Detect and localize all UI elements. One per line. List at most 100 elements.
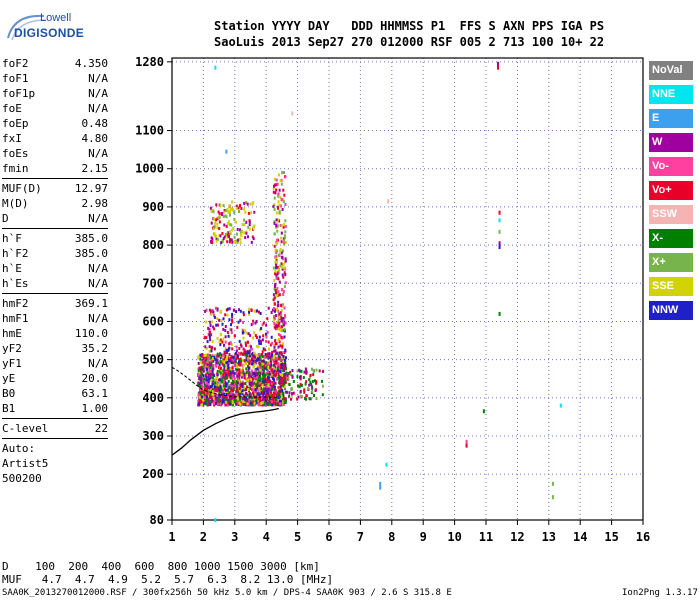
param-value: N/A bbox=[88, 357, 108, 370]
param-value: N/A bbox=[88, 312, 108, 325]
echo-point bbox=[224, 396, 227, 399]
echo-point bbox=[284, 314, 286, 317]
echo-point bbox=[231, 401, 234, 405]
echo-point bbox=[559, 403, 562, 408]
echo-point bbox=[276, 392, 279, 396]
echo-point bbox=[201, 397, 204, 401]
echo-point bbox=[273, 383, 275, 386]
echo-point bbox=[209, 320, 212, 324]
echo-point bbox=[281, 288, 284, 292]
x-tick-label: 11 bbox=[479, 530, 493, 544]
echo-point bbox=[219, 360, 222, 364]
echo-point bbox=[243, 359, 246, 363]
echo-point bbox=[274, 381, 277, 385]
echo-point bbox=[230, 360, 233, 364]
echo-point bbox=[271, 368, 274, 372]
echo-point bbox=[261, 350, 264, 354]
echo-point bbox=[311, 367, 313, 371]
echo-point bbox=[202, 392, 204, 396]
echo-point bbox=[216, 237, 219, 241]
echo-point bbox=[230, 369, 233, 373]
echo-point bbox=[205, 369, 208, 373]
echo-point bbox=[202, 403, 205, 407]
x-tick-label: 4 bbox=[263, 530, 270, 544]
echo-point bbox=[284, 315, 287, 319]
echo-point bbox=[231, 240, 234, 244]
echo-point bbox=[258, 310, 260, 314]
echo-point bbox=[216, 226, 219, 230]
echo-point bbox=[274, 285, 276, 289]
echo-point bbox=[203, 365, 206, 369]
echo-point bbox=[213, 217, 216, 221]
echo-point bbox=[246, 340, 249, 344]
echo-point bbox=[220, 353, 223, 357]
param-row: yE 20.0 bbox=[2, 371, 108, 386]
echo-point bbox=[263, 355, 266, 359]
echo-point bbox=[238, 373, 241, 376]
echo-point bbox=[228, 327, 231, 331]
echo-point bbox=[239, 361, 242, 365]
echo-point bbox=[212, 310, 215, 314]
echo-point bbox=[220, 368, 223, 372]
echo-point bbox=[235, 380, 238, 383]
echo-point bbox=[263, 391, 266, 395]
echo-point bbox=[258, 372, 260, 375]
echo-point bbox=[236, 227, 239, 231]
echo-point bbox=[243, 402, 246, 406]
echo-point bbox=[208, 335, 211, 339]
echo-point bbox=[270, 391, 273, 395]
echo-point bbox=[206, 391, 209, 395]
echo-point bbox=[210, 349, 213, 353]
echo-point bbox=[269, 403, 272, 407]
echo-point bbox=[201, 366, 204, 370]
echo-point bbox=[220, 388, 223, 391]
echo-point bbox=[229, 213, 231, 217]
echo-point bbox=[199, 385, 202, 389]
echo-point bbox=[235, 345, 238, 349]
echo-point bbox=[226, 222, 229, 225]
echo-point bbox=[259, 312, 262, 315]
echo-point bbox=[277, 396, 280, 400]
echo-point bbox=[248, 223, 251, 227]
echo-point bbox=[254, 392, 257, 396]
echo-point bbox=[200, 369, 203, 373]
echo-point bbox=[265, 335, 268, 339]
echo-point bbox=[256, 365, 259, 369]
echo-point bbox=[220, 377, 223, 381]
echo-point bbox=[221, 240, 224, 244]
echo-point bbox=[277, 218, 280, 222]
echo-point bbox=[243, 349, 246, 353]
echo-point bbox=[262, 387, 265, 391]
echo-point bbox=[261, 362, 264, 366]
echo-point bbox=[248, 220, 251, 224]
echo-point bbox=[214, 234, 217, 238]
echo-point bbox=[227, 380, 230, 383]
echo-point bbox=[262, 369, 265, 373]
echo-point bbox=[284, 236, 286, 240]
param-value: N/A bbox=[88, 87, 108, 100]
echo-point bbox=[199, 353, 202, 357]
echo-point bbox=[296, 397, 299, 401]
echo-point bbox=[222, 327, 225, 331]
legend-item-vo: Vo- bbox=[649, 157, 693, 176]
echo-point bbox=[296, 369, 299, 373]
y-tick-label: 200 bbox=[142, 467, 164, 481]
echo-point bbox=[273, 344, 276, 347]
echo-point bbox=[257, 392, 260, 396]
param-row: B1 1.00 bbox=[2, 401, 108, 416]
echo-point bbox=[236, 354, 239, 358]
echo-point bbox=[272, 377, 274, 380]
echo-point bbox=[219, 234, 222, 238]
echo-point bbox=[283, 323, 285, 327]
echo-point bbox=[241, 380, 244, 384]
echo-point bbox=[225, 308, 228, 312]
echo-point bbox=[229, 210, 231, 214]
echo-point bbox=[279, 247, 282, 251]
echo-point bbox=[225, 215, 228, 219]
echo-point bbox=[387, 199, 390, 204]
param-row: h`F2 385.0 bbox=[2, 246, 108, 261]
echo-point bbox=[216, 317, 219, 321]
echo-point bbox=[231, 396, 234, 400]
echo-point bbox=[245, 379, 248, 383]
echo-point bbox=[263, 358, 266, 361]
